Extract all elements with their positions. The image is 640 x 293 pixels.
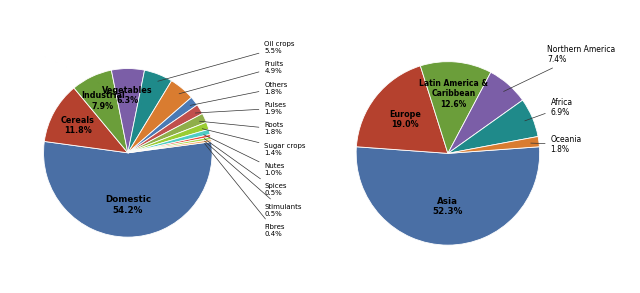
Wedge shape	[128, 114, 207, 153]
Wedge shape	[356, 66, 448, 153]
Text: Fibres
0.4%: Fibres 0.4%	[205, 144, 285, 237]
Wedge shape	[420, 62, 491, 153]
Text: Oil crops
5.5%: Oil crops 5.5%	[158, 41, 295, 81]
Wedge shape	[111, 69, 145, 153]
Text: Northern America
7.4%: Northern America 7.4%	[504, 45, 615, 91]
Text: Oceania
1.8%: Oceania 1.8%	[531, 134, 582, 154]
Text: Vegetables
6.3%: Vegetables 6.3%	[102, 86, 153, 105]
Wedge shape	[448, 137, 540, 153]
Wedge shape	[128, 98, 197, 153]
Wedge shape	[128, 140, 211, 153]
Text: Others
1.8%: Others 1.8%	[190, 81, 288, 105]
Text: Roots
1.8%: Roots 1.8%	[200, 121, 284, 135]
Wedge shape	[128, 137, 211, 153]
Text: Fruits
4.9%: Fruits 4.9%	[179, 61, 284, 94]
Wedge shape	[128, 81, 191, 153]
Wedge shape	[128, 134, 211, 153]
Wedge shape	[128, 70, 172, 153]
Text: Domestic
54.2%: Domestic 54.2%	[105, 195, 151, 215]
Text: Sugar crops
1.4%: Sugar crops 1.4%	[202, 129, 306, 156]
Text: Latin America &
Caribbean
12.6%: Latin America & Caribbean 12.6%	[419, 79, 488, 109]
Wedge shape	[128, 129, 210, 153]
Wedge shape	[44, 88, 128, 153]
Text: Asia
52.3%: Asia 52.3%	[433, 197, 463, 216]
Text: Africa
6.9%: Africa 6.9%	[525, 98, 573, 121]
Text: Nutes
1.0%: Nutes 1.0%	[204, 135, 285, 176]
Wedge shape	[128, 105, 202, 153]
Text: Pulses
1.9%: Pulses 1.9%	[195, 102, 287, 115]
Text: Industrial
7.9%: Industrial 7.9%	[81, 91, 125, 111]
Wedge shape	[44, 142, 212, 237]
Wedge shape	[128, 122, 209, 153]
Wedge shape	[74, 70, 128, 153]
Text: Cereals
11.8%: Cereals 11.8%	[61, 115, 95, 135]
Wedge shape	[356, 147, 540, 245]
Text: Europe
19.0%: Europe 19.0%	[388, 110, 420, 129]
Wedge shape	[448, 72, 523, 153]
Text: Spices
0.5%: Spices 0.5%	[204, 139, 287, 196]
Wedge shape	[448, 100, 538, 153]
Text: Stimulants
0.5%: Stimulants 0.5%	[205, 141, 302, 217]
